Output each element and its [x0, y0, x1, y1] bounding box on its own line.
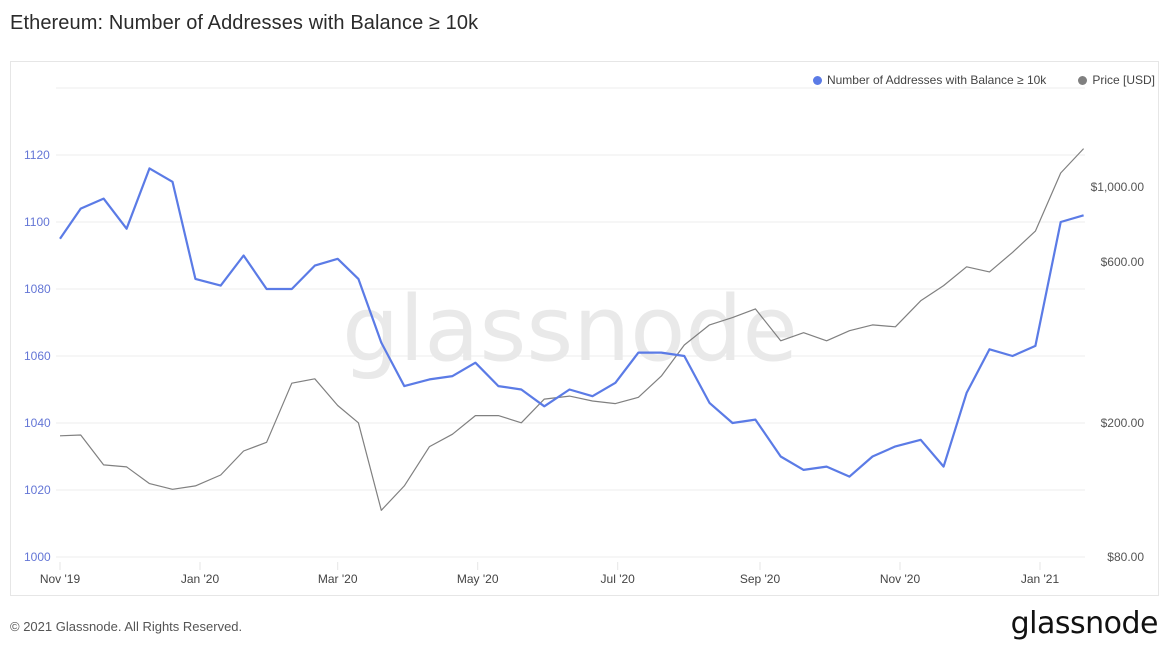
svg-text:1080: 1080	[24, 282, 51, 296]
glassnode-logo: glassnode	[1010, 606, 1159, 641]
svg-text:May '20: May '20	[457, 572, 499, 586]
series-lines	[59, 148, 1085, 511]
chart-legend: Number of Addresses with Balance ≥ 10k P…	[812, 73, 1155, 87]
y-axis-right: $80.00 $200.00 $600.00 $1,000.00	[1091, 180, 1145, 564]
legend-label: Price [USD]	[1092, 73, 1155, 87]
copyright-text: © 2021 Glassnode. All Rights Reserved.	[10, 619, 243, 634]
svg-text:Jul '20: Jul '20	[601, 572, 636, 586]
page-title: Ethereum: Number of Addresses with Balan…	[10, 12, 479, 34]
svg-text:1120: 1120	[24, 148, 50, 162]
svg-text:1060: 1060	[24, 349, 51, 363]
svg-text:Nov '20: Nov '20	[880, 572, 921, 586]
chart-frame	[10, 61, 1159, 596]
svg-text:Jan '21: Jan '21	[1021, 572, 1060, 586]
x-axis: Nov '19 Jan '20 Mar '20 May '20 Jul '20 Sep '…	[40, 562, 1060, 586]
svg-text:Nov '19: Nov '19	[40, 572, 81, 586]
svg-text:Sep '20: Sep '20	[740, 572, 781, 586]
svg-text:1100: 1100	[24, 215, 50, 229]
svg-text:1020: 1020	[24, 483, 51, 497]
y-axis-left: 1000 1020 1040 1060 1080 1100 1120	[24, 148, 51, 564]
svg-text:Jan '20: Jan '20	[181, 572, 220, 586]
svg-text:$200.00: $200.00	[1101, 416, 1145, 430]
svg-text:Mar '20: Mar '20	[318, 572, 358, 586]
svg-text:1000: 1000	[24, 550, 51, 564]
svg-text:1040: 1040	[24, 416, 51, 430]
legend-label: Number of Addresses with Balance ≥ 10k	[826, 73, 1047, 87]
legend-item-price[interactable]: Price [USD]	[1078, 73, 1155, 87]
gridlines	[56, 87, 1085, 558]
watermark: glassnode	[342, 277, 798, 382]
legend-dot-icon	[1078, 75, 1088, 85]
svg-text:$600.00: $600.00	[1101, 255, 1145, 269]
legend-item-addresses[interactable]: Number of Addresses with Balance ≥ 10k	[812, 73, 1047, 87]
legend-dot-icon	[812, 75, 822, 85]
svg-text:$1,000.00: $1,000.00	[1091, 180, 1145, 194]
svg-text:$80.00: $80.00	[1107, 550, 1144, 564]
